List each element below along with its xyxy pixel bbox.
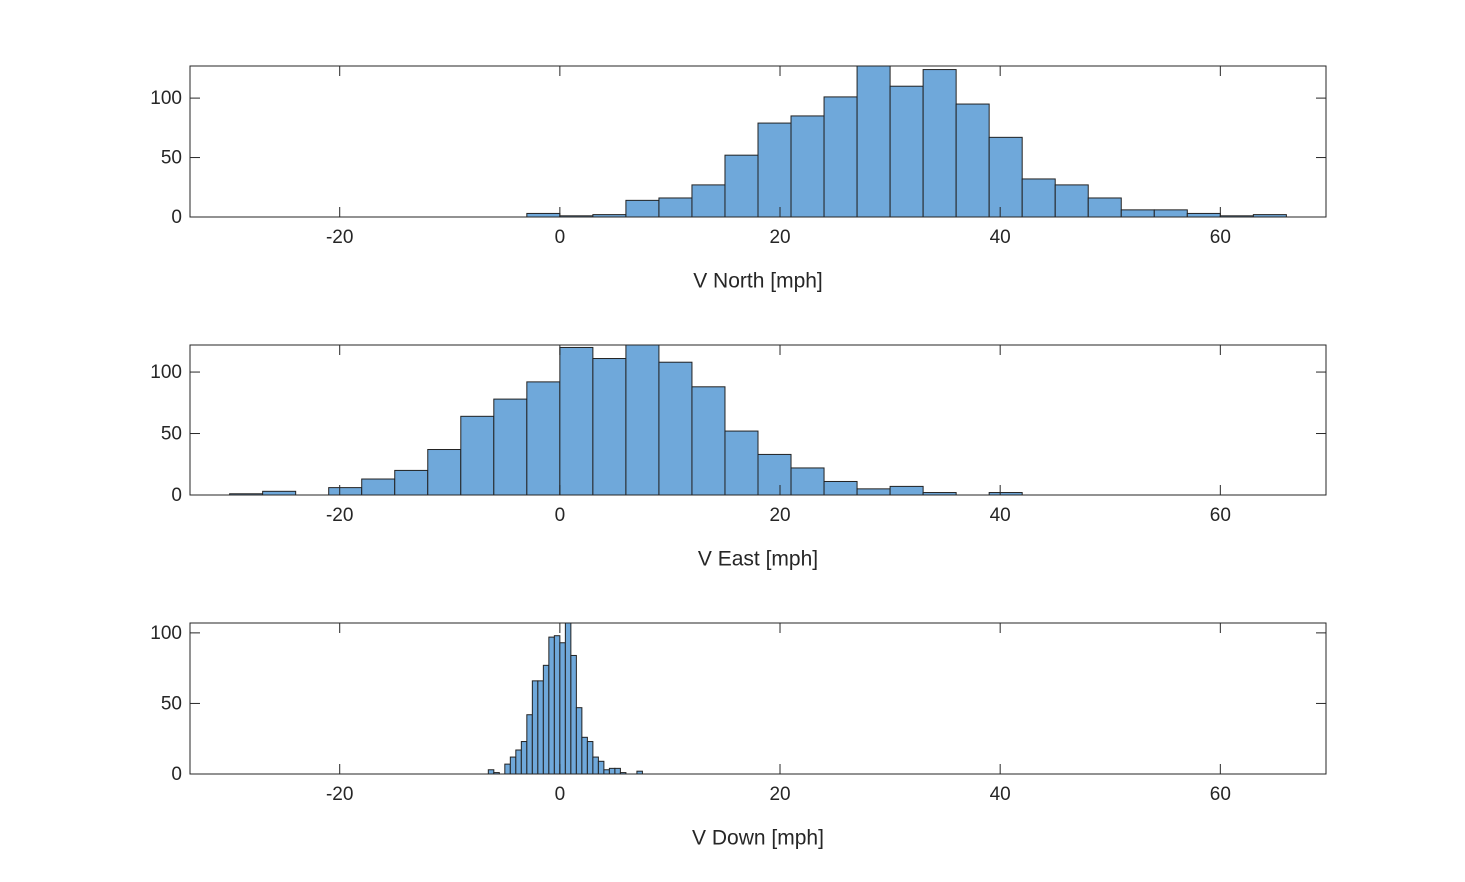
x-tick-label: -20 — [326, 784, 353, 805]
bar — [724, 430, 759, 496]
bar — [1186, 212, 1221, 218]
bar — [581, 736, 588, 775]
bar — [597, 760, 605, 775]
x-tick-label: 60 — [1210, 227, 1231, 248]
y-tick-label: 50 — [161, 693, 182, 714]
bar — [625, 199, 660, 218]
y-tick-label: 50 — [161, 424, 182, 445]
bar — [564, 622, 572, 775]
x-tick-label: 40 — [990, 227, 1011, 248]
axes-box — [189, 344, 1327, 496]
x-tick-label: 0 — [555, 505, 566, 526]
bar — [1087, 197, 1122, 218]
bar — [526, 381, 561, 496]
bar — [1021, 178, 1056, 218]
bar — [889, 85, 924, 218]
bar — [531, 680, 539, 775]
bar — [526, 212, 561, 218]
bar — [487, 769, 495, 775]
y-tick-label: 0 — [171, 764, 182, 785]
x-tick-label: 60 — [1210, 784, 1231, 805]
bar — [592, 358, 627, 496]
axes-box — [189, 622, 1327, 775]
bar — [553, 635, 561, 775]
bar — [328, 487, 363, 496]
bar — [559, 642, 566, 775]
bar — [757, 122, 792, 218]
bar — [691, 184, 726, 218]
bar — [823, 480, 858, 496]
bar — [955, 103, 990, 218]
bar — [493, 398, 528, 496]
x-tick-label: 60 — [1210, 505, 1231, 526]
y-tick-label: 100 — [150, 88, 182, 109]
bar — [1054, 184, 1089, 218]
bar — [559, 346, 594, 496]
x-tick-label: 20 — [769, 784, 790, 805]
x-tick-label: 20 — [769, 505, 790, 526]
bar — [515, 749, 522, 775]
bar — [542, 664, 550, 775]
bar — [922, 69, 957, 218]
bar — [658, 361, 693, 496]
bar — [614, 767, 621, 775]
bar — [361, 478, 396, 496]
bar — [262, 490, 297, 496]
bar — [691, 386, 726, 496]
x-tick-label: 40 — [990, 784, 1011, 805]
bar — [460, 415, 495, 496]
bar — [889, 485, 924, 496]
bar — [1153, 209, 1188, 218]
bar — [526, 714, 533, 775]
y-tick-label: 0 — [171, 207, 182, 228]
bar — [504, 763, 511, 775]
y-tick-label: 0 — [171, 485, 182, 506]
x-tick-label: -20 — [326, 227, 353, 248]
bar — [988, 136, 1023, 218]
bar — [575, 707, 583, 775]
y-tick-label: 50 — [161, 148, 182, 169]
bar — [586, 741, 594, 775]
bar — [427, 449, 462, 496]
x-axis-label: V North [mph] — [693, 270, 823, 293]
bar — [790, 467, 825, 496]
bar — [509, 756, 517, 775]
bar — [757, 453, 792, 496]
x-tick-label: 0 — [555, 227, 566, 248]
x-axis-label: V East [mph] — [698, 548, 818, 571]
y-tick-label: 100 — [150, 362, 182, 383]
bar — [856, 65, 891, 218]
bar — [856, 488, 891, 496]
bar — [520, 741, 528, 775]
y-tick-label: 100 — [150, 623, 182, 644]
bar — [537, 680, 544, 775]
axes-box — [189, 65, 1327, 218]
x-tick-label: -20 — [326, 505, 353, 526]
bar — [592, 756, 599, 775]
x-tick-label: 40 — [990, 505, 1011, 526]
x-tick-label: 20 — [769, 227, 790, 248]
bar — [790, 115, 825, 218]
bar — [608, 767, 616, 775]
x-tick-label: 0 — [555, 784, 566, 805]
bar — [394, 469, 429, 496]
bar — [570, 654, 577, 775]
x-axis-label: V Down [mph] — [692, 827, 824, 850]
bar — [823, 96, 858, 218]
bar — [548, 636, 555, 775]
bar — [658, 197, 693, 218]
bar — [625, 344, 660, 496]
bar — [1120, 209, 1155, 218]
bar — [724, 154, 759, 218]
bar — [603, 769, 610, 775]
